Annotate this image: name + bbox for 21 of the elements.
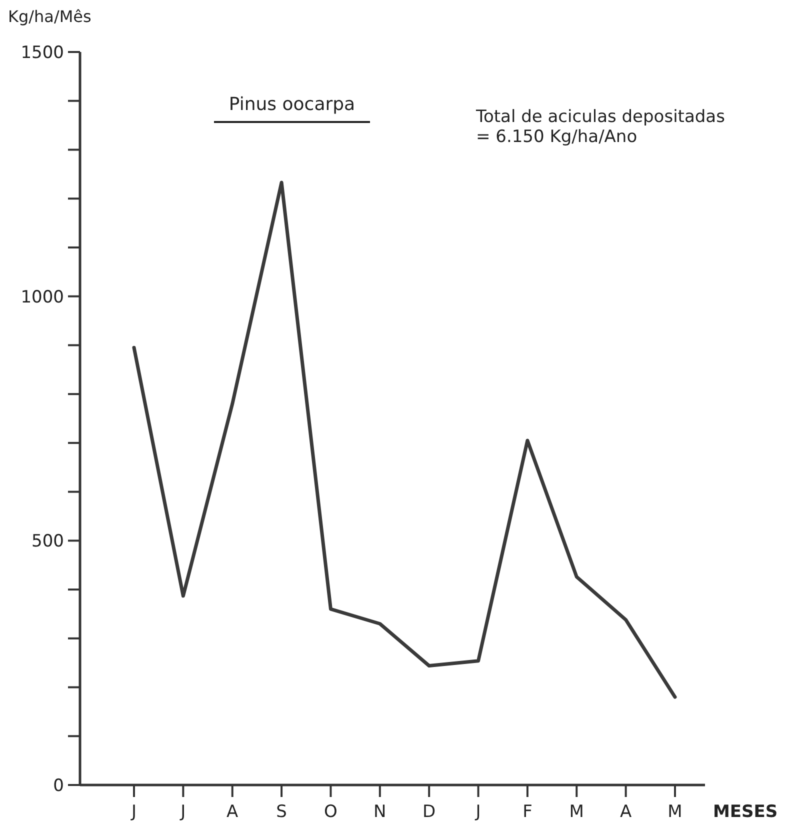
y-tick-label: 500 bbox=[32, 532, 64, 552]
y-axis-title: Kg/ha/Mês bbox=[8, 7, 92, 26]
x-tick-label: M bbox=[668, 802, 682, 822]
x-tick-label: S bbox=[276, 802, 287, 822]
x-tick-label: M bbox=[569, 802, 584, 822]
y-tick-label: 1000 bbox=[20, 287, 64, 308]
x-tick-label: J bbox=[180, 802, 186, 822]
text: Pinus oocarpa bbox=[228, 94, 356, 115]
x-tick-label: J bbox=[474, 802, 481, 822]
x-tick-label: A bbox=[226, 802, 239, 822]
y-tick-label: 1500 bbox=[20, 42, 64, 63]
x-tick-label: N bbox=[374, 802, 386, 822]
x-tick-label: D bbox=[422, 802, 436, 822]
line-series bbox=[132, 180, 677, 699]
x-tick-label: O bbox=[324, 802, 338, 822]
x-axis-title: MESES bbox=[713, 802, 778, 822]
x-tick-label: F bbox=[522, 802, 532, 822]
x-tick-label: J bbox=[130, 802, 137, 822]
x-tick-label: A bbox=[620, 802, 632, 822]
annotation: Total de aciculas depositadas = 6.150 Kg/ha/Ano bbox=[475, 107, 726, 147]
y-tick-label: 0 bbox=[53, 776, 64, 796]
